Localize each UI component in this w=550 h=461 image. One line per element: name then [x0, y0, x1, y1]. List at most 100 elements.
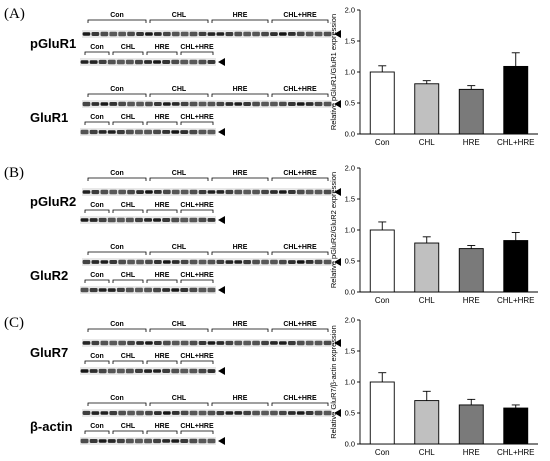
y-axis-label: Relative GluR7/β-actin expression	[329, 325, 338, 439]
protein-label: pGluR2	[30, 194, 76, 209]
group-label: CHL	[172, 86, 187, 93]
blot-band-row-1	[82, 100, 332, 108]
x-tick-label: Con	[375, 296, 390, 305]
group-label: CHL	[121, 44, 136, 51]
arrowhead-icon	[334, 409, 341, 417]
group-label: Con	[110, 12, 124, 19]
blot-band-row-1	[82, 258, 332, 266]
group-bracket	[146, 121, 178, 125]
group-label: Con	[90, 272, 104, 279]
x-tick-label: HRE	[463, 448, 480, 457]
group-bracket	[112, 209, 144, 213]
group-bracket	[84, 209, 110, 213]
group-bracket	[112, 279, 144, 283]
blot-band-row-2	[80, 58, 216, 66]
group-bracket	[271, 177, 329, 181]
group-label: CHL	[172, 321, 187, 328]
group-label: Con	[110, 321, 124, 328]
group-bracket	[87, 402, 147, 406]
y-axis-label: Relative pGluR2/GluR2 expression	[329, 172, 338, 288]
group-bracket	[149, 19, 209, 23]
group-bracket	[146, 51, 178, 55]
group-label: HRE	[233, 321, 248, 328]
group-bracket	[112, 430, 144, 434]
blot-GluR2: GluR2 Con CHL HRE CHL+HRE Con CHL HRE CHL+HRE	[30, 244, 341, 294]
group-bracket	[180, 209, 214, 213]
y-tick-label: 0.5	[345, 257, 355, 266]
group-label: HRE	[155, 353, 170, 360]
bar-chl	[414, 400, 440, 445]
x-tick-label: CHL	[419, 296, 436, 305]
group-label: Con	[90, 202, 104, 209]
bar-chl-hre	[503, 240, 529, 293]
group-label: Con	[110, 170, 124, 177]
y-axis-label: Relative pGluR1/GluR1 expression	[329, 14, 338, 130]
group-bracket	[146, 279, 178, 283]
y-tick-label: 2.0	[345, 316, 355, 325]
arrowhead-icon	[218, 367, 225, 375]
group-bracket	[84, 51, 110, 55]
bar-chart-3: Relative GluR7/β-actin expression 0.0 0.5 1…	[329, 316, 538, 457]
group-label: HRE	[155, 272, 170, 279]
arrowhead-icon	[218, 58, 225, 66]
group-bracket	[271, 93, 329, 97]
x-tick-label: CHL+HRE	[497, 296, 535, 305]
blot-band-row-2	[80, 286, 216, 294]
bar-chl	[414, 242, 440, 293]
x-tick-label: Con	[375, 138, 390, 147]
group-bracket	[149, 328, 209, 332]
group-label: HRE	[233, 170, 248, 177]
group-bracket	[149, 251, 209, 255]
group-bracket	[211, 251, 269, 255]
x-tick-label: HRE	[463, 296, 480, 305]
group-label: Con	[110, 86, 124, 93]
x-tick-label: HRE	[463, 138, 480, 147]
group-label: CHL+HRE	[283, 244, 317, 251]
group-bracket	[271, 328, 329, 332]
bar-chl-hre	[503, 65, 529, 135]
bar-chl-hre	[503, 407, 529, 445]
group-bracket	[149, 93, 209, 97]
group-bracket	[271, 402, 329, 406]
group-bracket	[180, 121, 214, 125]
group-label: CHL+HRE	[283, 170, 317, 177]
group-label: CHL+HRE	[180, 353, 214, 360]
arrowhead-icon	[334, 30, 341, 38]
group-label: Con	[90, 353, 104, 360]
y-tick-label: 1.0	[345, 378, 355, 387]
group-bracket	[211, 19, 269, 23]
group-label: Con	[110, 244, 124, 251]
group-bracket	[180, 360, 214, 364]
group-bracket	[112, 51, 144, 55]
bar-con	[369, 381, 395, 445]
bar-chart-2: Relative pGluR2/GluR2 expression 0.0 0.5 1.…	[329, 164, 538, 305]
panel-letter: (C)	[4, 315, 24, 331]
group-bracket	[87, 177, 147, 181]
group-label: CHL	[121, 423, 136, 430]
protein-label: GluR1	[30, 110, 68, 125]
panel-letter: (B)	[4, 165, 24, 181]
group-bracket	[87, 93, 147, 97]
arrowhead-icon	[218, 286, 225, 294]
arrowhead-icon	[334, 100, 341, 108]
arrowhead-icon	[334, 339, 341, 347]
group-label: CHL	[121, 353, 136, 360]
group-bracket	[149, 177, 209, 181]
group-label: Con	[90, 114, 104, 121]
panel-1: (A) pGluR1 Con CHL HRE CHL+HRE Con CHL HRE CHL+HR…	[4, 6, 341, 136]
group-bracket	[87, 19, 147, 23]
group-bracket	[180, 279, 214, 283]
arrowhead-icon	[334, 258, 341, 266]
x-tick-label: CHL	[419, 448, 436, 457]
x-tick-label: CHL+HRE	[497, 448, 535, 457]
group-bracket	[211, 177, 269, 181]
group-label: CHL+HRE	[180, 44, 214, 51]
group-label: HRE	[155, 423, 170, 430]
y-tick-label: 0.5	[345, 99, 355, 108]
group-bracket	[84, 360, 110, 364]
bar-con	[369, 229, 395, 293]
y-tick-label: 1.0	[345, 226, 355, 235]
group-label: CHL	[121, 272, 136, 279]
blot-band-row-2	[80, 437, 216, 445]
x-tick-label: CHL	[419, 138, 436, 147]
